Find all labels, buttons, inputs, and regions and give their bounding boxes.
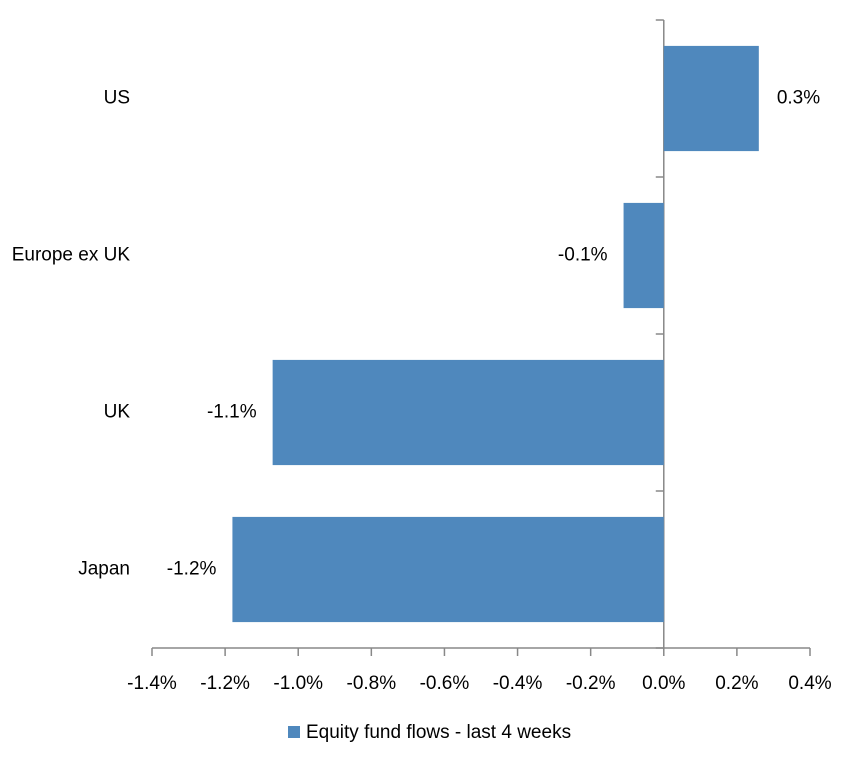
bar: [663, 45, 759, 152]
category-label: UK: [104, 402, 131, 423]
bar: [272, 359, 664, 466]
data-label: -0.1%: [558, 245, 608, 266]
x-tick-label: -0.4%: [493, 673, 543, 694]
data-label: -1.1%: [207, 402, 257, 423]
legend-swatch: [288, 726, 300, 738]
x-tick-label: -0.2%: [566, 673, 616, 694]
x-tick-label: -1.2%: [200, 673, 250, 694]
x-tick-label: -0.6%: [420, 673, 470, 694]
x-tick-label: 0.4%: [788, 673, 831, 694]
x-tick-label: -0.8%: [347, 673, 397, 694]
category-label: US: [104, 88, 130, 109]
legend-label: Equity fund flows - last 4 weeks: [306, 722, 571, 743]
category-label: Japan: [78, 559, 130, 580]
x-tick-label: -1.0%: [273, 673, 323, 694]
category-label: Europe ex UK: [12, 245, 131, 266]
x-tick-label: -1.4%: [127, 673, 177, 694]
data-label: 0.3%: [777, 88, 820, 109]
bar: [623, 202, 664, 309]
bar: [232, 516, 664, 623]
x-tick-label: 0.2%: [715, 673, 758, 694]
data-label: -1.2%: [167, 559, 217, 580]
x-tick-label: 0.0%: [642, 673, 685, 694]
